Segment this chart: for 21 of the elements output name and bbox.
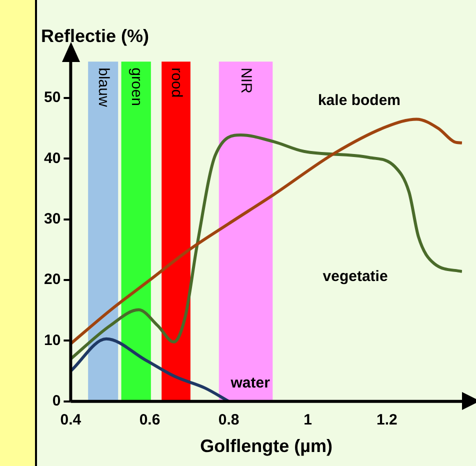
x-tick-label: 0.8 [218, 412, 240, 429]
y-tick-label: 20 [44, 271, 61, 288]
x-axis-title: Golflengte (µm) [200, 436, 333, 456]
band-label: NIR [238, 68, 255, 94]
y-tick-label: 40 [44, 150, 61, 167]
y-tick-label: 50 [44, 89, 61, 106]
series-label: kale bodem [318, 92, 400, 110]
x-tick-label: 1.2 [376, 412, 398, 429]
x-tick-label: 0.6 [139, 412, 160, 429]
text: vegetatie [322, 268, 388, 286]
line-series [70, 337, 230, 402]
y-tick-label: 30 [44, 210, 61, 228]
band-label: rood [168, 68, 185, 98]
band-label: blauw [94, 68, 112, 107]
y-tick-label: 0 [52, 392, 61, 410]
y-tick-label: 10 [44, 332, 61, 349]
band-label: groen [128, 68, 145, 106]
series-label: water [230, 374, 270, 392]
chart-title: Reflectie (%) [41, 26, 150, 46]
x-tick-label: 0.4 [60, 412, 82, 429]
x-tick-label: 1 [304, 412, 312, 429]
